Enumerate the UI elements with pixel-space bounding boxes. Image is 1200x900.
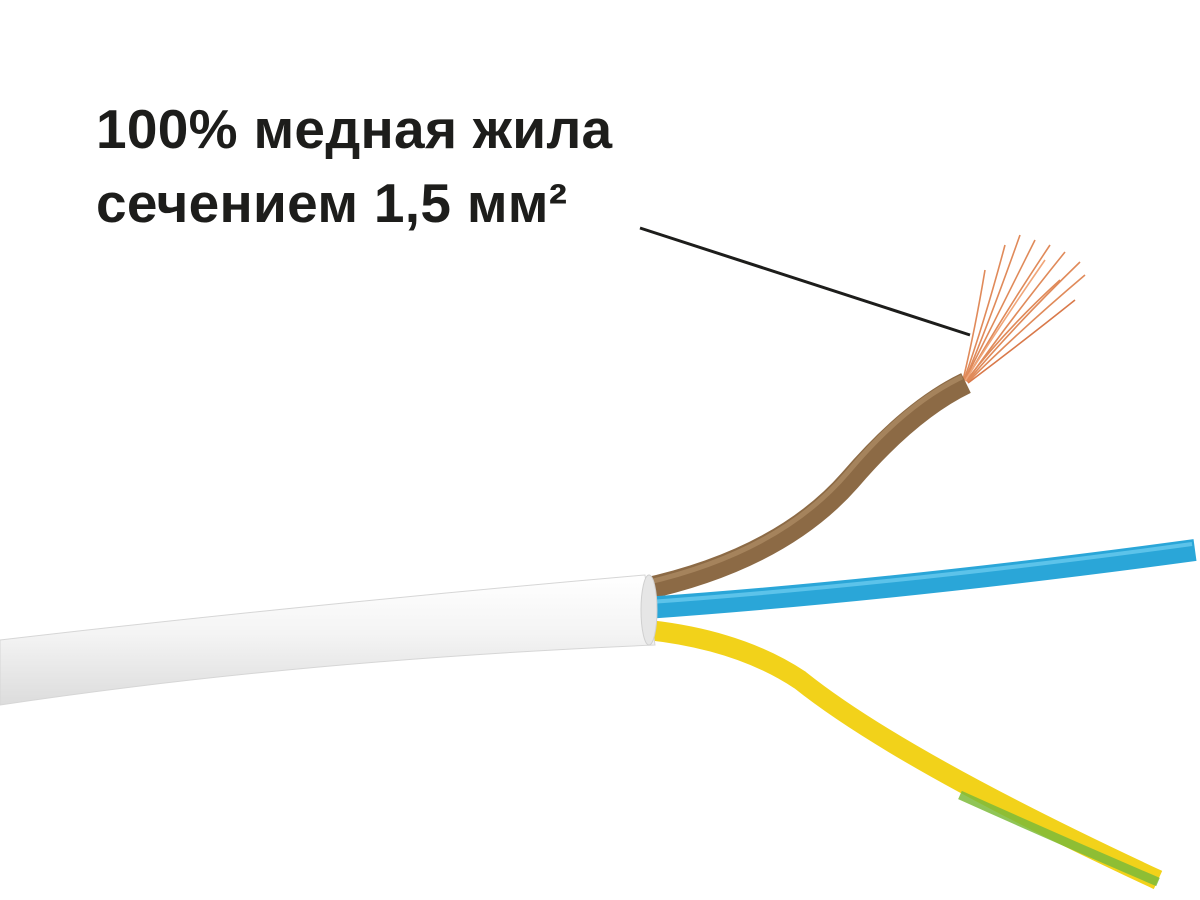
brown-wire: [637, 373, 971, 601]
caption: 100% медная жила сечением 1,5 мм²: [96, 92, 612, 240]
copper-strands: [962, 234, 1086, 384]
green-stripe: [958, 790, 1160, 887]
caption-line-2: сечением 1,5 мм²: [96, 172, 568, 234]
blue-wire: [644, 539, 1197, 619]
yellow-wire: [646, 620, 1163, 890]
caption-line-1: 100% медная жила: [96, 98, 613, 160]
leader-line: [639, 226, 971, 337]
cable-jacket: [0, 574, 656, 706]
